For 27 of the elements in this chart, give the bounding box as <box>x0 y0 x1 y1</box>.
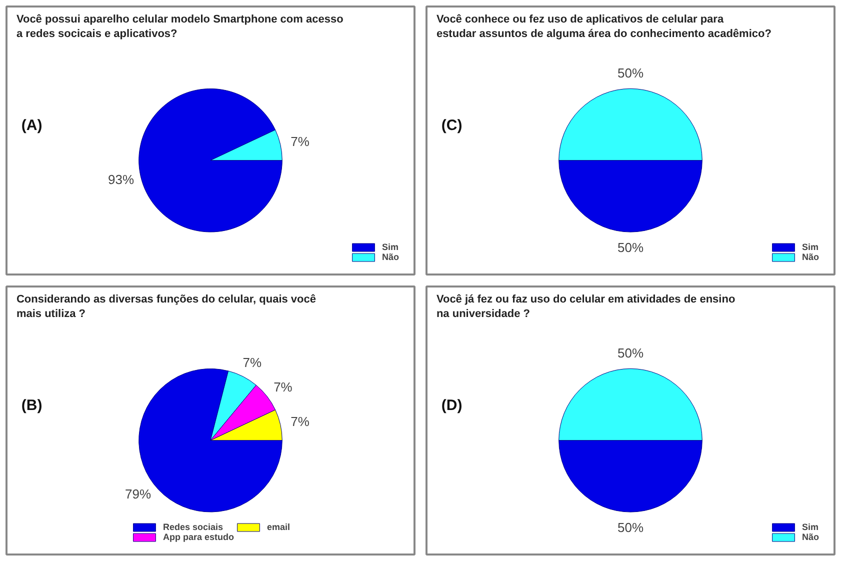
legend-label: Sim <box>802 522 820 532</box>
chart-title: Considerando as diversas funções do celular, quais você mais utiliza ? <box>16 293 316 320</box>
text: (C) <box>441 117 462 134</box>
data-label: 7% <box>290 134 310 149</box>
text: (A) <box>21 117 42 134</box>
legend-label: Não <box>802 532 820 542</box>
chart-title: Você já fez ou faz uso do celular em atividades de ensino na universidade ? <box>436 293 736 320</box>
legend-label: email <box>267 522 290 532</box>
data-label: 7% <box>242 355 262 370</box>
legend-label: Não <box>802 252 820 262</box>
data-label: 50% <box>617 346 644 361</box>
chart-title: Você conhece ou fez uso de aplicativos de celular para estudar assuntos de alguma área do conhecimento acadêmico? <box>436 13 772 40</box>
legend-label: Não <box>382 252 400 262</box>
legend-label: Redes sociais <box>162 522 224 532</box>
data-label: 50% <box>617 520 644 536</box>
legend-label: Sim <box>382 242 400 252</box>
data-label: 50% <box>617 240 644 256</box>
data-label: 93% <box>108 172 134 187</box>
text: (B) <box>21 397 42 414</box>
data-label: 7% <box>290 414 310 429</box>
text: (D) <box>441 397 462 414</box>
legend-label: App para estudo <box>162 532 234 542</box>
data-label: 7% <box>274 379 293 394</box>
data-label: 79% <box>125 486 152 502</box>
legend-label: Sim <box>802 242 820 252</box>
chart-title: Você possui aparelho celular modelo Smartphone com acesso a redes socicais e aplicativos? <box>16 13 344 40</box>
data-label: 50% <box>617 66 644 81</box>
